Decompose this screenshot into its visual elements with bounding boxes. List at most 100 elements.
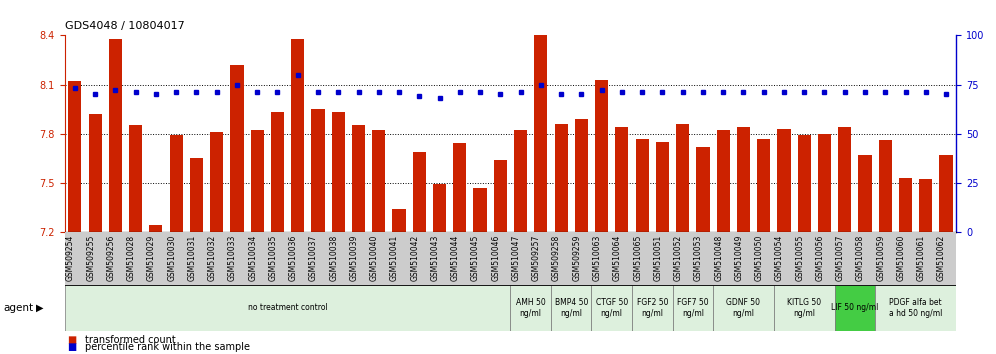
Bar xyxy=(433,184,446,232)
Text: GSM510048: GSM510048 xyxy=(714,235,723,281)
Bar xyxy=(109,39,122,232)
Text: GSM510032: GSM510032 xyxy=(208,235,217,281)
Bar xyxy=(592,285,632,331)
Text: GSM510060: GSM510060 xyxy=(896,235,905,281)
Text: KITLG 50
ng/ml: KITLG 50 ng/ml xyxy=(787,298,822,318)
Text: GSM510033: GSM510033 xyxy=(228,235,237,281)
Bar xyxy=(875,285,956,331)
Text: GSM510030: GSM510030 xyxy=(167,235,176,281)
Text: BMP4 50
ng/ml: BMP4 50 ng/ml xyxy=(555,298,588,318)
Bar xyxy=(149,225,162,232)
Text: FGF2 50
ng/ml: FGF2 50 ng/ml xyxy=(636,298,668,318)
Text: GSM510059: GSM510059 xyxy=(876,235,885,281)
Text: GSM510051: GSM510051 xyxy=(653,235,662,281)
Bar xyxy=(169,135,182,232)
Text: GSM509257: GSM509257 xyxy=(532,235,541,281)
Bar xyxy=(939,155,952,232)
Bar xyxy=(713,285,774,331)
Text: GSM510049: GSM510049 xyxy=(734,235,743,281)
Bar xyxy=(777,129,791,232)
Bar xyxy=(514,130,527,232)
Text: CTGF 50
ng/ml: CTGF 50 ng/ml xyxy=(596,298,627,318)
Bar xyxy=(251,130,264,232)
Bar xyxy=(65,285,510,331)
Text: GDS4048 / 10804017: GDS4048 / 10804017 xyxy=(65,21,184,31)
Bar xyxy=(473,188,487,232)
Text: GSM510036: GSM510036 xyxy=(289,235,298,281)
Text: GSM509258: GSM509258 xyxy=(552,235,561,281)
Bar xyxy=(291,39,305,232)
Bar xyxy=(332,112,345,232)
Bar xyxy=(595,80,609,232)
Text: GSM510038: GSM510038 xyxy=(330,235,339,281)
Bar xyxy=(352,125,366,232)
Text: GSM510050: GSM510050 xyxy=(755,235,764,281)
Text: GSM509259: GSM509259 xyxy=(573,235,582,281)
Text: GSM509256: GSM509256 xyxy=(107,235,116,281)
Bar xyxy=(190,158,203,232)
Bar xyxy=(312,109,325,232)
Text: no treatment control: no treatment control xyxy=(248,303,328,313)
Bar xyxy=(859,155,872,232)
Bar xyxy=(616,127,628,232)
Text: GSM510046: GSM510046 xyxy=(491,235,500,281)
Bar xyxy=(210,132,223,232)
Text: AMH 50
ng/ml: AMH 50 ng/ml xyxy=(516,298,546,318)
Text: GSM510041: GSM510041 xyxy=(390,235,399,281)
Bar xyxy=(696,147,709,232)
Text: GSM510058: GSM510058 xyxy=(856,235,865,281)
Bar xyxy=(839,127,852,232)
Bar xyxy=(412,152,426,232)
Text: GSM510064: GSM510064 xyxy=(613,235,622,281)
Bar xyxy=(798,135,811,232)
Bar xyxy=(555,124,568,232)
Bar xyxy=(716,130,730,232)
Bar xyxy=(510,285,551,331)
Text: GSM509254: GSM509254 xyxy=(66,235,75,281)
Bar xyxy=(737,127,750,232)
Bar xyxy=(655,142,669,232)
Text: GSM510055: GSM510055 xyxy=(795,235,804,281)
Text: transformed count: transformed count xyxy=(85,335,175,345)
Bar xyxy=(672,285,713,331)
Text: LIF 50 ng/ml: LIF 50 ng/ml xyxy=(832,303,878,313)
Text: ■: ■ xyxy=(67,335,76,345)
Bar xyxy=(271,112,284,232)
Text: GSM510063: GSM510063 xyxy=(593,235,602,281)
Text: GSM509255: GSM509255 xyxy=(86,235,96,281)
Bar xyxy=(757,138,770,232)
Text: ▶: ▶ xyxy=(36,303,44,313)
Text: GSM510043: GSM510043 xyxy=(430,235,439,281)
Bar xyxy=(878,140,891,232)
Bar xyxy=(774,285,835,331)
Bar xyxy=(635,138,648,232)
Text: GSM510040: GSM510040 xyxy=(370,235,378,281)
Bar xyxy=(676,124,689,232)
Text: GSM510062: GSM510062 xyxy=(937,235,946,281)
Text: GSM510042: GSM510042 xyxy=(410,235,419,281)
Bar xyxy=(899,178,912,232)
Text: FGF7 50
ng/ml: FGF7 50 ng/ml xyxy=(677,298,708,318)
Text: percentile rank within the sample: percentile rank within the sample xyxy=(85,342,250,352)
Bar xyxy=(632,285,672,331)
Text: GSM510039: GSM510039 xyxy=(350,235,359,281)
Bar xyxy=(69,81,82,232)
Bar xyxy=(373,130,385,232)
Text: agent: agent xyxy=(3,303,33,313)
Bar xyxy=(835,285,875,331)
Bar xyxy=(494,160,507,232)
Bar xyxy=(551,285,592,331)
Bar xyxy=(919,179,932,232)
Text: GSM510028: GSM510028 xyxy=(126,235,135,281)
Bar xyxy=(575,119,588,232)
Text: GSM510037: GSM510037 xyxy=(309,235,318,281)
Text: GSM510054: GSM510054 xyxy=(775,235,784,281)
Text: GDNF 50
ng/ml: GDNF 50 ng/ml xyxy=(726,298,760,318)
Bar xyxy=(129,125,142,232)
Bar xyxy=(89,114,102,232)
Text: GSM510035: GSM510035 xyxy=(269,235,278,281)
Bar xyxy=(818,134,831,232)
Text: PDGF alfa bet
a hd 50 ng/ml: PDGF alfa bet a hd 50 ng/ml xyxy=(889,298,942,318)
Text: GSM510047: GSM510047 xyxy=(512,235,521,281)
Text: GSM510034: GSM510034 xyxy=(248,235,257,281)
